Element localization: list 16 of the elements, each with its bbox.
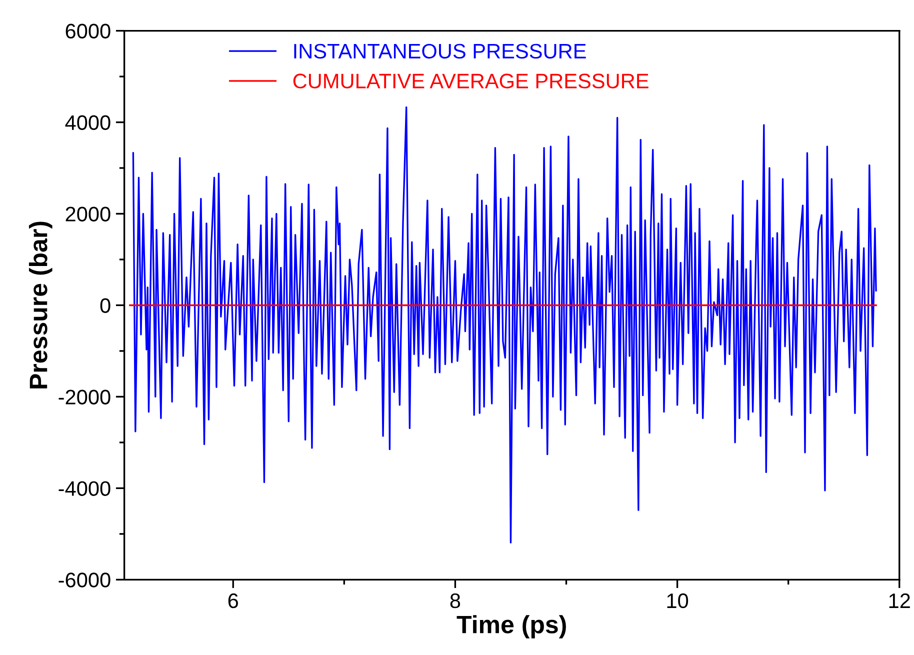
x-tick-label: 12 xyxy=(889,593,910,608)
y-axis-title: Pressure (bar) xyxy=(28,222,52,388)
x-tick-label: 10 xyxy=(667,593,688,608)
x-axis-title: Time (ps) xyxy=(456,615,566,638)
x-tick-label: 8 xyxy=(450,593,460,608)
legend-label: INSTANTANEOUS PRESSURE xyxy=(294,44,586,59)
y-tick-label: 4000 xyxy=(65,115,110,130)
y-tick-label: 6000 xyxy=(66,24,110,39)
y-tick-label: -2000 xyxy=(58,390,110,404)
legend-label: CUMULATIVE AVERAGE PRESSURE xyxy=(293,74,648,88)
y-tick-label: -6000 xyxy=(58,572,110,588)
x-tick-label: 6 xyxy=(228,593,238,608)
line-series xyxy=(132,106,877,544)
y-tick-label: -4000 xyxy=(58,481,110,496)
y-tick-label: 0 xyxy=(100,298,110,313)
y-tick-label: 2000 xyxy=(66,206,110,222)
